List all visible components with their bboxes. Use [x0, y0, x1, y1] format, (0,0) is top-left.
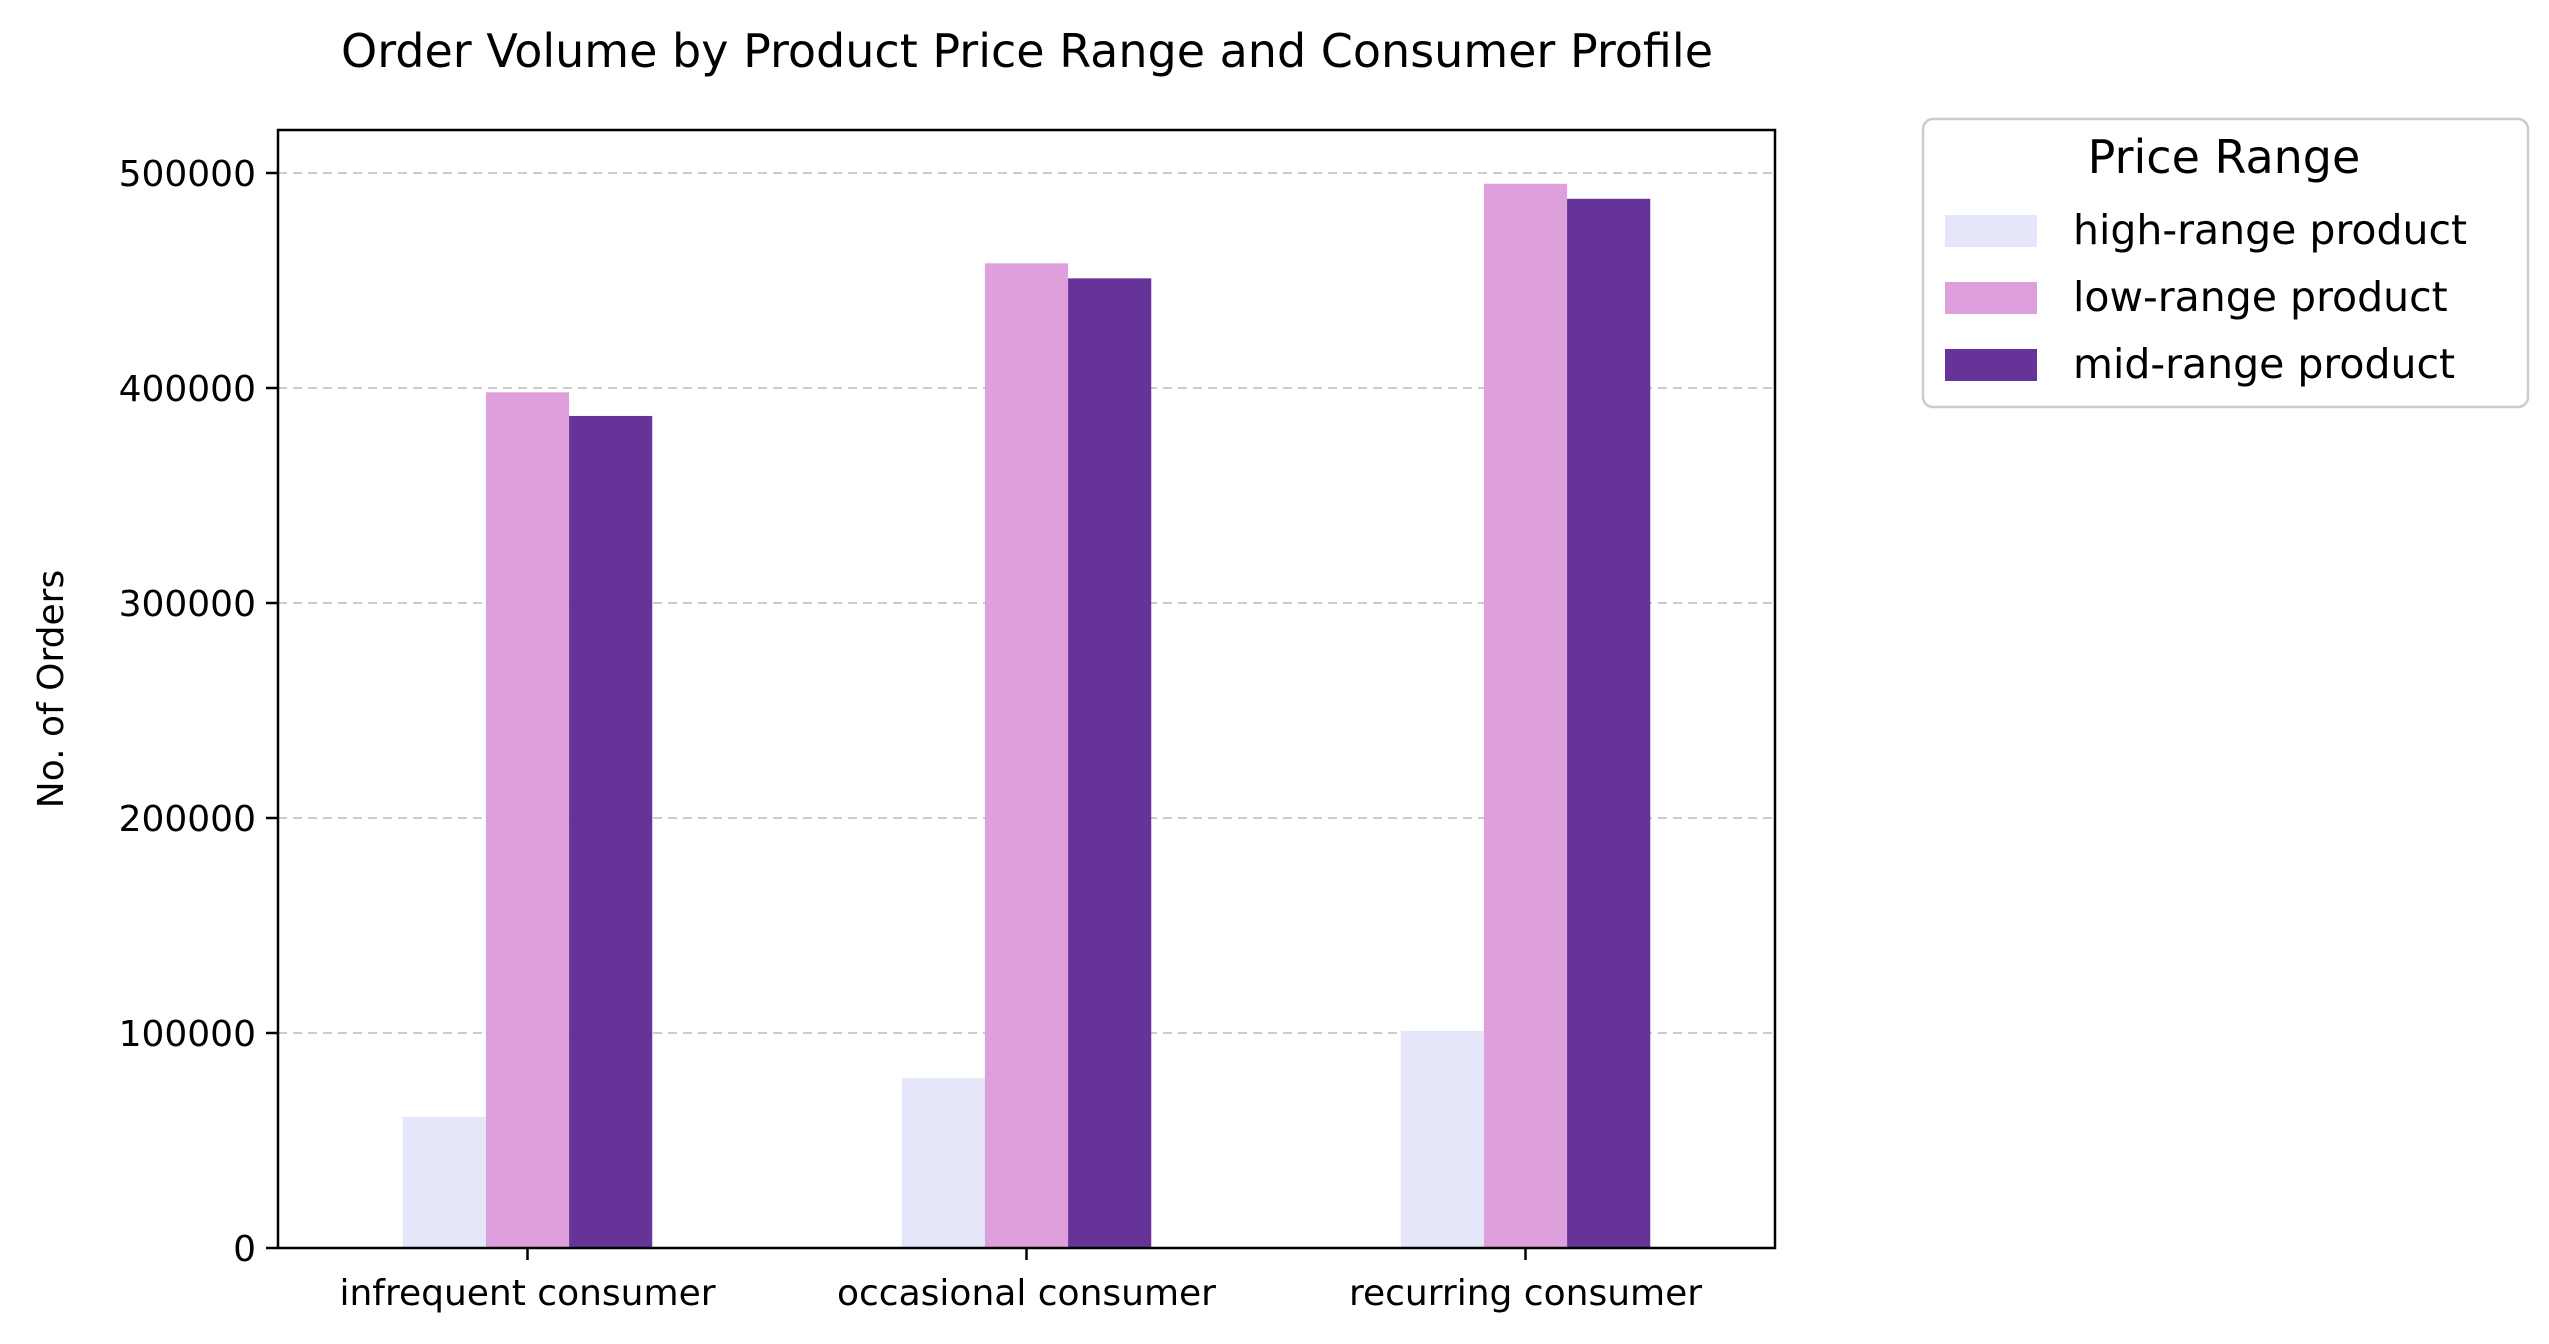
x-tick-label: infrequent consumer [339, 1273, 715, 1314]
legend-swatch-low-range-product [1945, 282, 2037, 314]
x-axis: infrequent consumer occasional consumer re… [339, 1248, 1702, 1314]
legend-swatch-high-range-product [1945, 215, 2037, 247]
y-tick-label: 500000 [119, 154, 256, 195]
x-tick-label: recurring consumer [1349, 1273, 1702, 1314]
bar-high-range-product-infrequent-consumer [402, 1116, 486, 1248]
bar-low-range-product-occasional-consumer [984, 263, 1069, 1248]
legend-items: high-range product low-range product mid-r… [1945, 206, 2467, 388]
legend-swatch-mid-range-product [1945, 349, 2037, 381]
y-tick-label: 300000 [119, 584, 256, 625]
chart-title: Order Volume by Product Price Range and … [341, 24, 1713, 78]
legend-label: low-range product [2073, 273, 2448, 321]
y-axis-label: No. of Orders [31, 570, 72, 808]
y-tick-label: 200000 [119, 799, 256, 840]
bars [402, 183, 1651, 1249]
bar-high-range-product-recurring-consumer [1400, 1030, 1484, 1248]
bar-mid-range-product-occasional-consumer [1068, 278, 1152, 1249]
x-tick-label: occasional consumer [837, 1273, 1216, 1314]
y-tick-label: 400000 [119, 369, 256, 410]
legend: Price Range high-range product low-range … [1921, 117, 2530, 409]
y-axis: 0 100000 200000 300000 400000 500000 [119, 154, 278, 1270]
bar-high-range-product-occasional-consumer [901, 1078, 985, 1248]
bar-low-range-product-infrequent-consumer [485, 392, 570, 1248]
legend-title: Price Range [2088, 130, 2361, 184]
y-tick-label: 0 [233, 1229, 256, 1270]
y-tick-label: 100000 [119, 1014, 256, 1055]
legend-label: mid-range product [2073, 340, 2455, 388]
bar-mid-range-product-infrequent-consumer [569, 415, 653, 1248]
legend-frame [1921, 117, 2530, 409]
bar-low-range-product-recurring-consumer [1483, 183, 1568, 1248]
legend-label: high-range product [2073, 206, 2467, 254]
bar-mid-range-product-recurring-consumer [1567, 198, 1651, 1248]
